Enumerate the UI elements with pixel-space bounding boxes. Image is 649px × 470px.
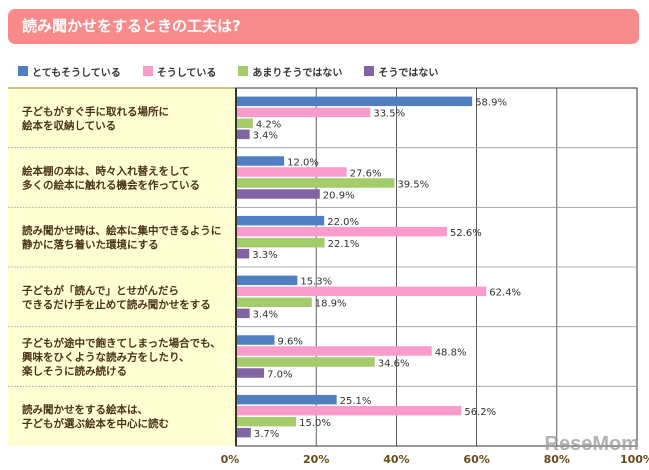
category-label: 絵本棚の本は、時々入れ替えをして [22,165,190,178]
category-label: 多くの絵本に触れる機会を作っている [22,179,200,192]
bar [237,226,447,237]
bar [237,368,265,378]
bar [237,394,337,405]
category-label: 読み聞かせ時は、絵本に集中できるように [22,224,221,237]
bar [237,215,325,226]
legend-swatch [238,66,249,76]
bar [237,167,347,177]
data-label: 33.5% [373,109,405,120]
bar [237,107,371,118]
bar [237,405,462,416]
data-label: 58.9% [475,98,507,109]
legend-label: あまりそうではない [252,67,343,79]
data-label: 15.3% [300,277,332,288]
data-label: 48.8% [435,347,467,358]
category-label: 子どもがすぐ手に取れる場所に [22,105,169,118]
category-label: 読み聞かせをする絵本は、 [22,403,148,416]
data-label: 27.6% [350,168,382,179]
legend-label: とてもそうしている [32,67,121,79]
bar [237,156,285,166]
x-tick-label: 0% [221,453,240,466]
data-label: 9.6% [277,336,302,347]
bar [237,416,297,427]
watermark-logo: ReseMom [544,433,639,455]
data-label: 7.0% [267,369,292,380]
category-label: 絵本を収納している [22,119,116,132]
data-label: 20.9% [323,190,355,201]
data-label: 4.2% [256,120,281,131]
data-label: 15.0% [299,418,331,429]
data-label: 22.0% [327,217,359,228]
category-label: 楽しそうに読み続ける [21,365,127,378]
chart-title: 読み聞かせをするときの工夫は? [8,9,639,44]
bar [237,286,487,297]
data-label: 3.4% [253,310,278,321]
category-label: 子どもが途中で飽きてしまった場合でも、 [22,337,221,350]
x-tick-label: 20% [303,453,329,466]
category-label: 興味をひくような読み方をしたり、 [22,351,190,364]
x-tick-label: 40% [383,453,409,466]
data-label: 3.3% [252,250,277,261]
bar [237,96,473,107]
legend: とてもそうしている そうしている あまりそうではない そうではない [18,64,460,79]
legend-item: そうしている [142,64,217,79]
data-label: 12.0% [287,157,319,168]
legend-label: そうではない [378,67,439,79]
legend-swatch [142,66,153,76]
bar [237,118,253,129]
x-tick-label: 60% [463,453,489,466]
legend-swatch [18,66,28,76]
bar [237,237,325,248]
data-label: 3.7% [254,429,279,440]
bar [237,248,250,259]
category-label: 子どもが「読んで」とせがんだら [22,284,179,297]
bar [237,275,298,286]
data-label: 22.1% [328,239,360,250]
bar [237,427,251,438]
bar [237,189,320,199]
data-label: 25.1% [340,396,372,407]
bar [237,308,250,319]
category-label: 子どもが選ぶ絵本を中心に読む [22,417,169,430]
category-label: できるだけ手を止めて読み聞かせをする [22,298,211,311]
bar [237,346,432,356]
category-label: 静かに落ち着いた環境にする [22,238,159,251]
legend-item: あまりそうではない [238,64,343,79]
legend-item: とてもそうしている [18,64,121,79]
legend-label: そうしている [156,67,217,79]
x-tick-label: 100% [620,453,649,466]
bar [237,178,395,188]
bar [237,335,275,345]
data-label: 3.4% [253,131,278,142]
legend-item: そうではない [364,64,439,79]
x-tick-label: 80% [544,453,570,466]
data-label: 62.4% [489,288,521,299]
data-label: 39.5% [397,179,429,190]
legend-swatch [364,66,375,76]
bar [237,357,375,367]
bar [237,129,250,140]
data-label: 56.2% [464,407,496,418]
bar [237,297,312,308]
data-label: 52.6% [450,228,482,239]
data-label: 34.6% [378,358,410,369]
data-label: 18.9% [315,299,347,310]
